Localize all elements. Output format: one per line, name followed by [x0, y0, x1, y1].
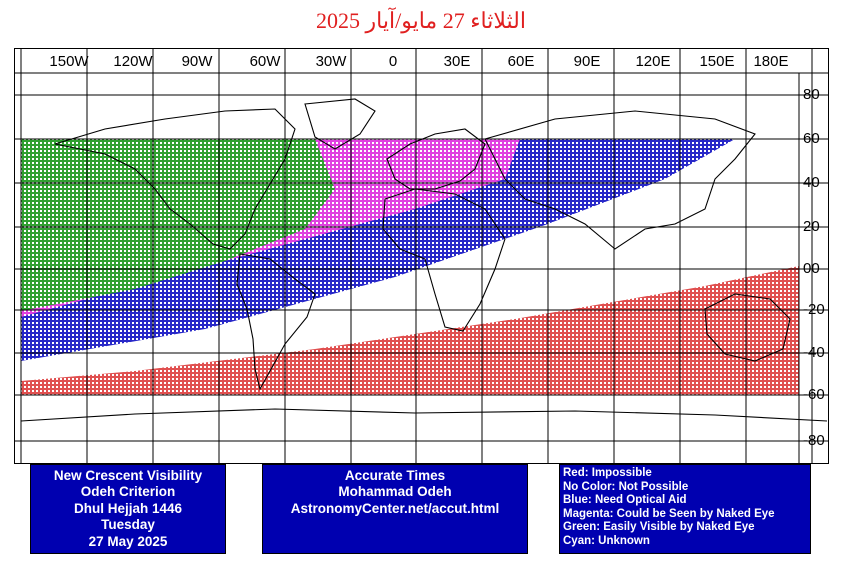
legend-box: Red: Impossible No Color: Not Possible B… — [559, 464, 811, 554]
info-line: Mohammad Odeh — [338, 484, 452, 500]
longitude-label: 180E — [753, 53, 789, 70]
legend-item-cyan: Cyan: Unknown — [563, 534, 650, 547]
visibility-map: 150W 120W 90W 60W 30W 0 30E 60E 90E 120E 150E 180E … — [14, 48, 829, 464]
legend-item-magenta: Magenta: Could be Seen by Naked Eye — [563, 507, 775, 520]
info-line: Accurate Times — [344, 468, 446, 483]
longitude-label: 120W — [113, 53, 153, 70]
map-title: الثلاثاء 27 مايو/آيار 2025 — [316, 8, 526, 33]
legend-item-none: No Color: Not Possible — [563, 480, 689, 493]
info-line: 27 May 2025 — [88, 533, 168, 549]
source-url: AstronomyCenter.net/accut.html — [290, 500, 500, 516]
latitude-label: -80 — [803, 432, 825, 449]
longitude-label: 30W — [315, 53, 347, 70]
longitude-label: 60W — [249, 53, 281, 70]
longitude-label: 150W — [49, 53, 89, 70]
source-info-box: Accurate Times Mohammad Odeh AstronomyCe… — [262, 464, 528, 554]
latitude-label: -20 — [803, 301, 825, 318]
zone-impossible — [21, 266, 799, 395]
coastlines — [20, 98, 828, 422]
zone-easily-visible — [21, 139, 335, 311]
south-america-outline — [236, 253, 316, 391]
north-america-outline — [54, 108, 296, 250]
info-line: Dhul Hejjah 1446 — [73, 500, 183, 516]
antarctica-outline — [20, 408, 828, 422]
graticule — [15, 49, 828, 463]
info-line: New Crescent Visibility — [53, 468, 203, 483]
longitude-label: 90W — [181, 53, 213, 70]
legend-item-blue: Blue: Need Optical Aid — [563, 494, 687, 507]
latitude-label: 40 — [803, 174, 820, 191]
latitude-label: 20 — [803, 218, 820, 235]
info-line: Tuesday — [101, 517, 155, 533]
longitude-label: 60E — [507, 53, 535, 70]
longitude-label: 90E — [573, 53, 601, 70]
map-canvas — [15, 49, 828, 463]
latitude-label: 60 — [803, 130, 820, 147]
legend-item-green: Green: Easily Visible by Naked Eye — [563, 521, 755, 534]
longitude-label: 150E — [699, 53, 735, 70]
info-line: Odeh Criterion — [80, 484, 176, 500]
asia-outline — [484, 110, 756, 250]
greenland-outline — [304, 98, 376, 150]
latitude-label: -60 — [803, 386, 825, 403]
longitude-label: 120E — [635, 53, 671, 70]
longitude-label: 0 — [388, 53, 398, 70]
latitude-label: 00 — [803, 260, 820, 277]
africa-outline — [382, 188, 506, 332]
criterion-info-box: New Crescent Visibility Odeh Criterion D… — [30, 464, 226, 554]
latitude-label: -40 — [803, 344, 825, 361]
australia-outline — [704, 293, 791, 362]
longitude-label: 30E — [443, 53, 471, 70]
europe-outline — [386, 128, 486, 190]
legend-item-red: Red: Impossible — [563, 467, 652, 479]
latitude-label: 80 — [803, 86, 820, 103]
